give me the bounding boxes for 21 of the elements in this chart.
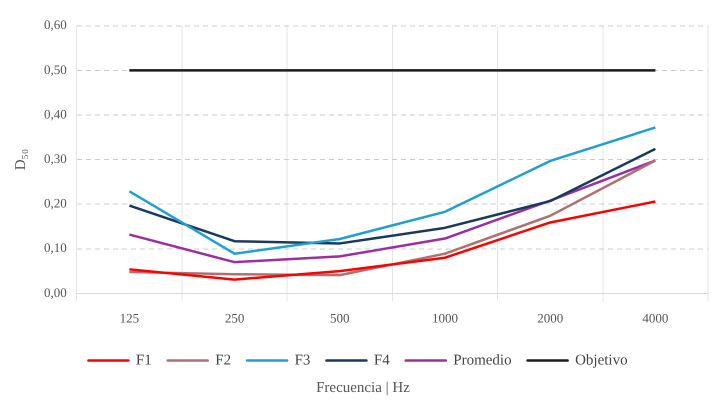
x-tick-label: 1000 bbox=[432, 310, 458, 326]
x-axis-title: Frecuencia | Hz bbox=[315, 380, 411, 397]
x-tick-label: 125 bbox=[120, 310, 140, 326]
x-tick-label: 2000 bbox=[537, 310, 564, 326]
legend-label: Objetivo bbox=[575, 352, 628, 368]
y-tick-label: 0,50 bbox=[44, 62, 67, 77]
legend-label: F2 bbox=[215, 352, 232, 368]
y-tick-label: 0,40 bbox=[44, 106, 67, 122]
y-tick-label: 0,20 bbox=[44, 196, 67, 211]
legend-label: F1 bbox=[136, 352, 152, 368]
y-tick-label: 0,00 bbox=[44, 284, 67, 300]
x-tick-label: 4000 bbox=[642, 310, 668, 326]
legend-label: F4 bbox=[374, 352, 390, 368]
y-tick-label: 0,10 bbox=[44, 240, 67, 256]
x-tick-label: 250 bbox=[224, 310, 244, 326]
y-tick-label: 0,30 bbox=[44, 151, 67, 166]
legend-label: F3 bbox=[294, 352, 310, 368]
legend-label: Promedio bbox=[453, 352, 512, 368]
y-tick-label: 0,60 bbox=[44, 17, 67, 32]
y-axis-title: D₅₀ bbox=[12, 148, 29, 170]
x-tick-label: 500 bbox=[330, 310, 350, 326]
